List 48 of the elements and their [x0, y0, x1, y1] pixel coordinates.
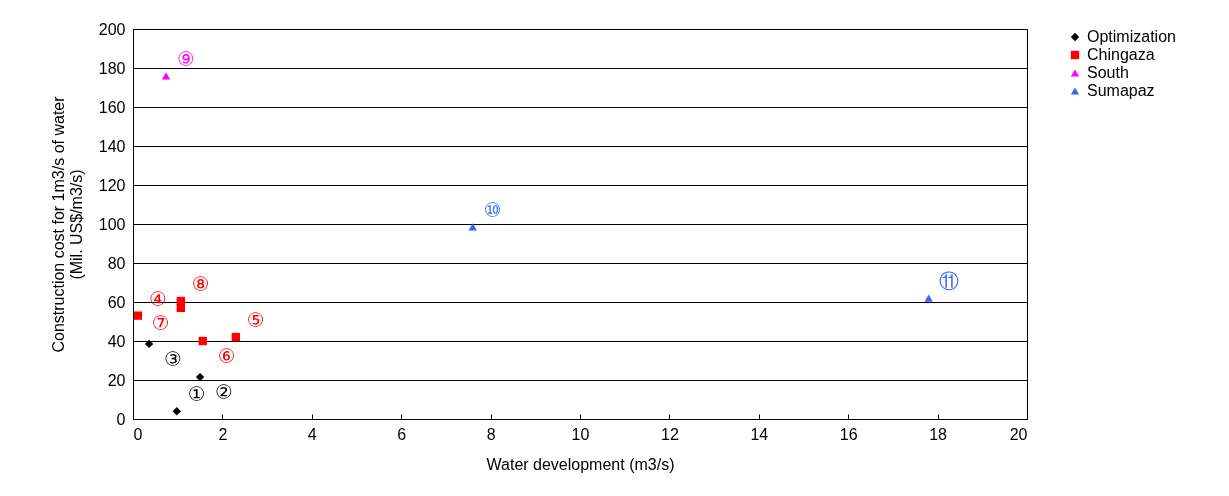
x-tick-label: 10: [571, 425, 590, 443]
x-tick-label: 18: [929, 425, 948, 443]
legend-label: Optimization: [1087, 28, 1176, 45]
legend-label: Sumapaz: [1087, 82, 1155, 99]
x-tick-label: 2: [218, 425, 228, 443]
x-tick-label: 16: [839, 425, 858, 443]
x-tick-label: 6: [397, 425, 407, 443]
annotation: ⑪: [938, 269, 959, 294]
point: [195, 372, 205, 382]
legend-label: South: [1087, 64, 1129, 81]
x-tick-label: 0: [133, 425, 143, 443]
x-tick-label: 12: [661, 425, 679, 443]
point: [198, 336, 207, 346]
y-tick-label: 140: [98, 137, 126, 155]
y-axis-title: Construction cost for 1m3/s of water (Mil. US$/m3/s): [49, 95, 85, 353]
y-tick-label: 200: [98, 20, 126, 38]
annotation: ①: [187, 382, 206, 407]
x-tick-label: 8: [486, 425, 496, 443]
annotation: ⑩: [483, 197, 502, 222]
y-tick-label: 20: [107, 371, 126, 389]
point: [924, 294, 933, 302]
y-tick-label: 160: [98, 98, 126, 116]
x-tick-label: 4: [307, 425, 317, 443]
annotation: ②: [215, 380, 234, 405]
x-tick-label: 14: [750, 425, 769, 443]
annotation: ⑤: [246, 308, 265, 333]
x-axis-title: Water development (m3/s): [486, 455, 675, 473]
point: [133, 311, 143, 320]
point: [144, 339, 154, 349]
annotation: ③: [164, 346, 183, 371]
point: [161, 72, 171, 80]
point: [172, 407, 181, 416]
y-tick-label: 100: [98, 215, 126, 233]
annotation: ⑥: [217, 344, 236, 368]
y-tick-label: 120: [98, 176, 126, 194]
y-tick-label: 0: [116, 410, 126, 428]
point: [231, 332, 240, 342]
y-tick-label: 60: [107, 293, 126, 311]
annotation: ⑦: [151, 310, 170, 335]
annotation: ⑨: [177, 46, 196, 71]
point: [468, 223, 477, 231]
y-tick-label: 40: [107, 332, 126, 350]
x-tick-label: 20: [1009, 425, 1028, 443]
y-tick-label: 80: [107, 254, 126, 272]
y-tick-label: 180: [98, 59, 126, 77]
point: [176, 303, 186, 313]
legend-label: Chingaza: [1087, 46, 1155, 63]
annotation: ⑧: [191, 272, 210, 297]
